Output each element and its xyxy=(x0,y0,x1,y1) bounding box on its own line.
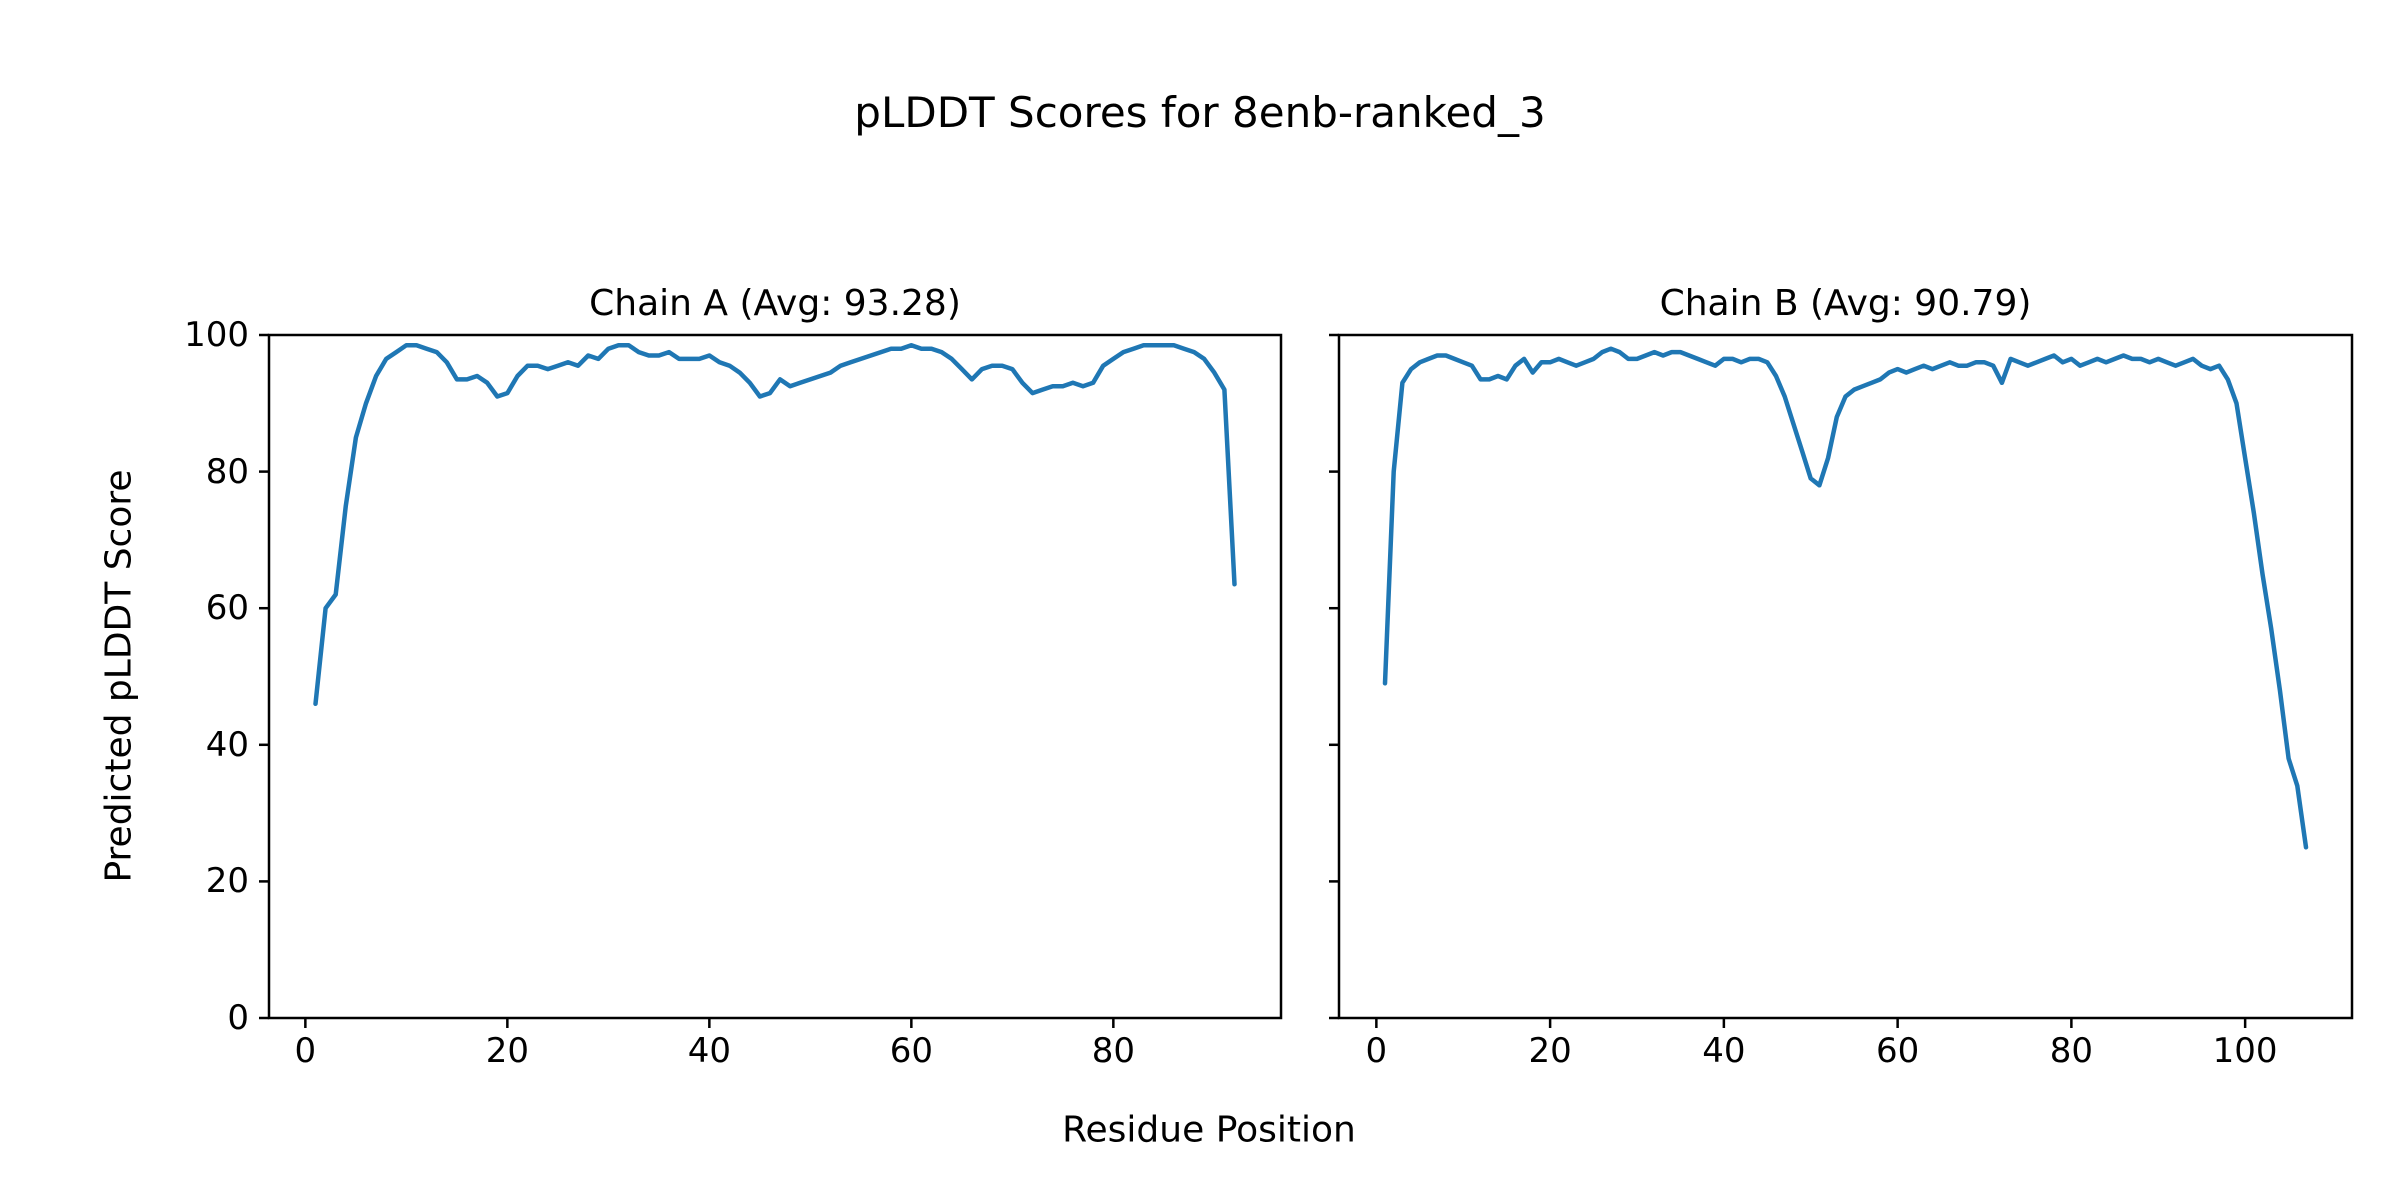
x-tick-label: 20 xyxy=(485,1031,529,1071)
plddt-line-chain-a xyxy=(313,342,1237,707)
x-tick-label: 0 xyxy=(294,1031,317,1071)
y-tick-label: 0 xyxy=(227,998,249,1038)
x-tick-label: 60 xyxy=(889,1031,933,1071)
y-tick-label: 80 xyxy=(205,451,249,492)
x-tick-label: 60 xyxy=(1875,1031,1920,1071)
axes-border-chain-a xyxy=(267,333,1283,1020)
y-tick-label: 100 xyxy=(184,315,249,355)
subplot-title-chain-b: Chain B (Avg: 90.79) xyxy=(1659,283,2032,324)
x-tick-label: 80 xyxy=(1091,1031,1135,1071)
x-tick-label: 80 xyxy=(2049,1031,2094,1071)
x-tick-label: 40 xyxy=(687,1031,731,1071)
x-tick-label: 40 xyxy=(1702,1031,1746,1071)
x-tick-label: 100 xyxy=(2212,1031,2278,1071)
x-tick-label: 0 xyxy=(1365,1031,1388,1071)
y-tick-label: 40 xyxy=(205,724,249,765)
axes-border-chain-b xyxy=(1337,333,2354,1020)
y-tick-label: 20 xyxy=(205,861,249,902)
plddt-line-chain-b xyxy=(1382,346,2309,850)
figure-title: pLDDT Scores for 8enb-ranked_3 xyxy=(854,88,1546,137)
x-axis-label: Residue Position xyxy=(1062,1109,1356,1151)
y-tick-label: 60 xyxy=(205,588,249,629)
subplot-title-chain-a: Chain A (Avg: 93.28) xyxy=(589,283,961,324)
x-tick-label: 20 xyxy=(1528,1031,1572,1071)
